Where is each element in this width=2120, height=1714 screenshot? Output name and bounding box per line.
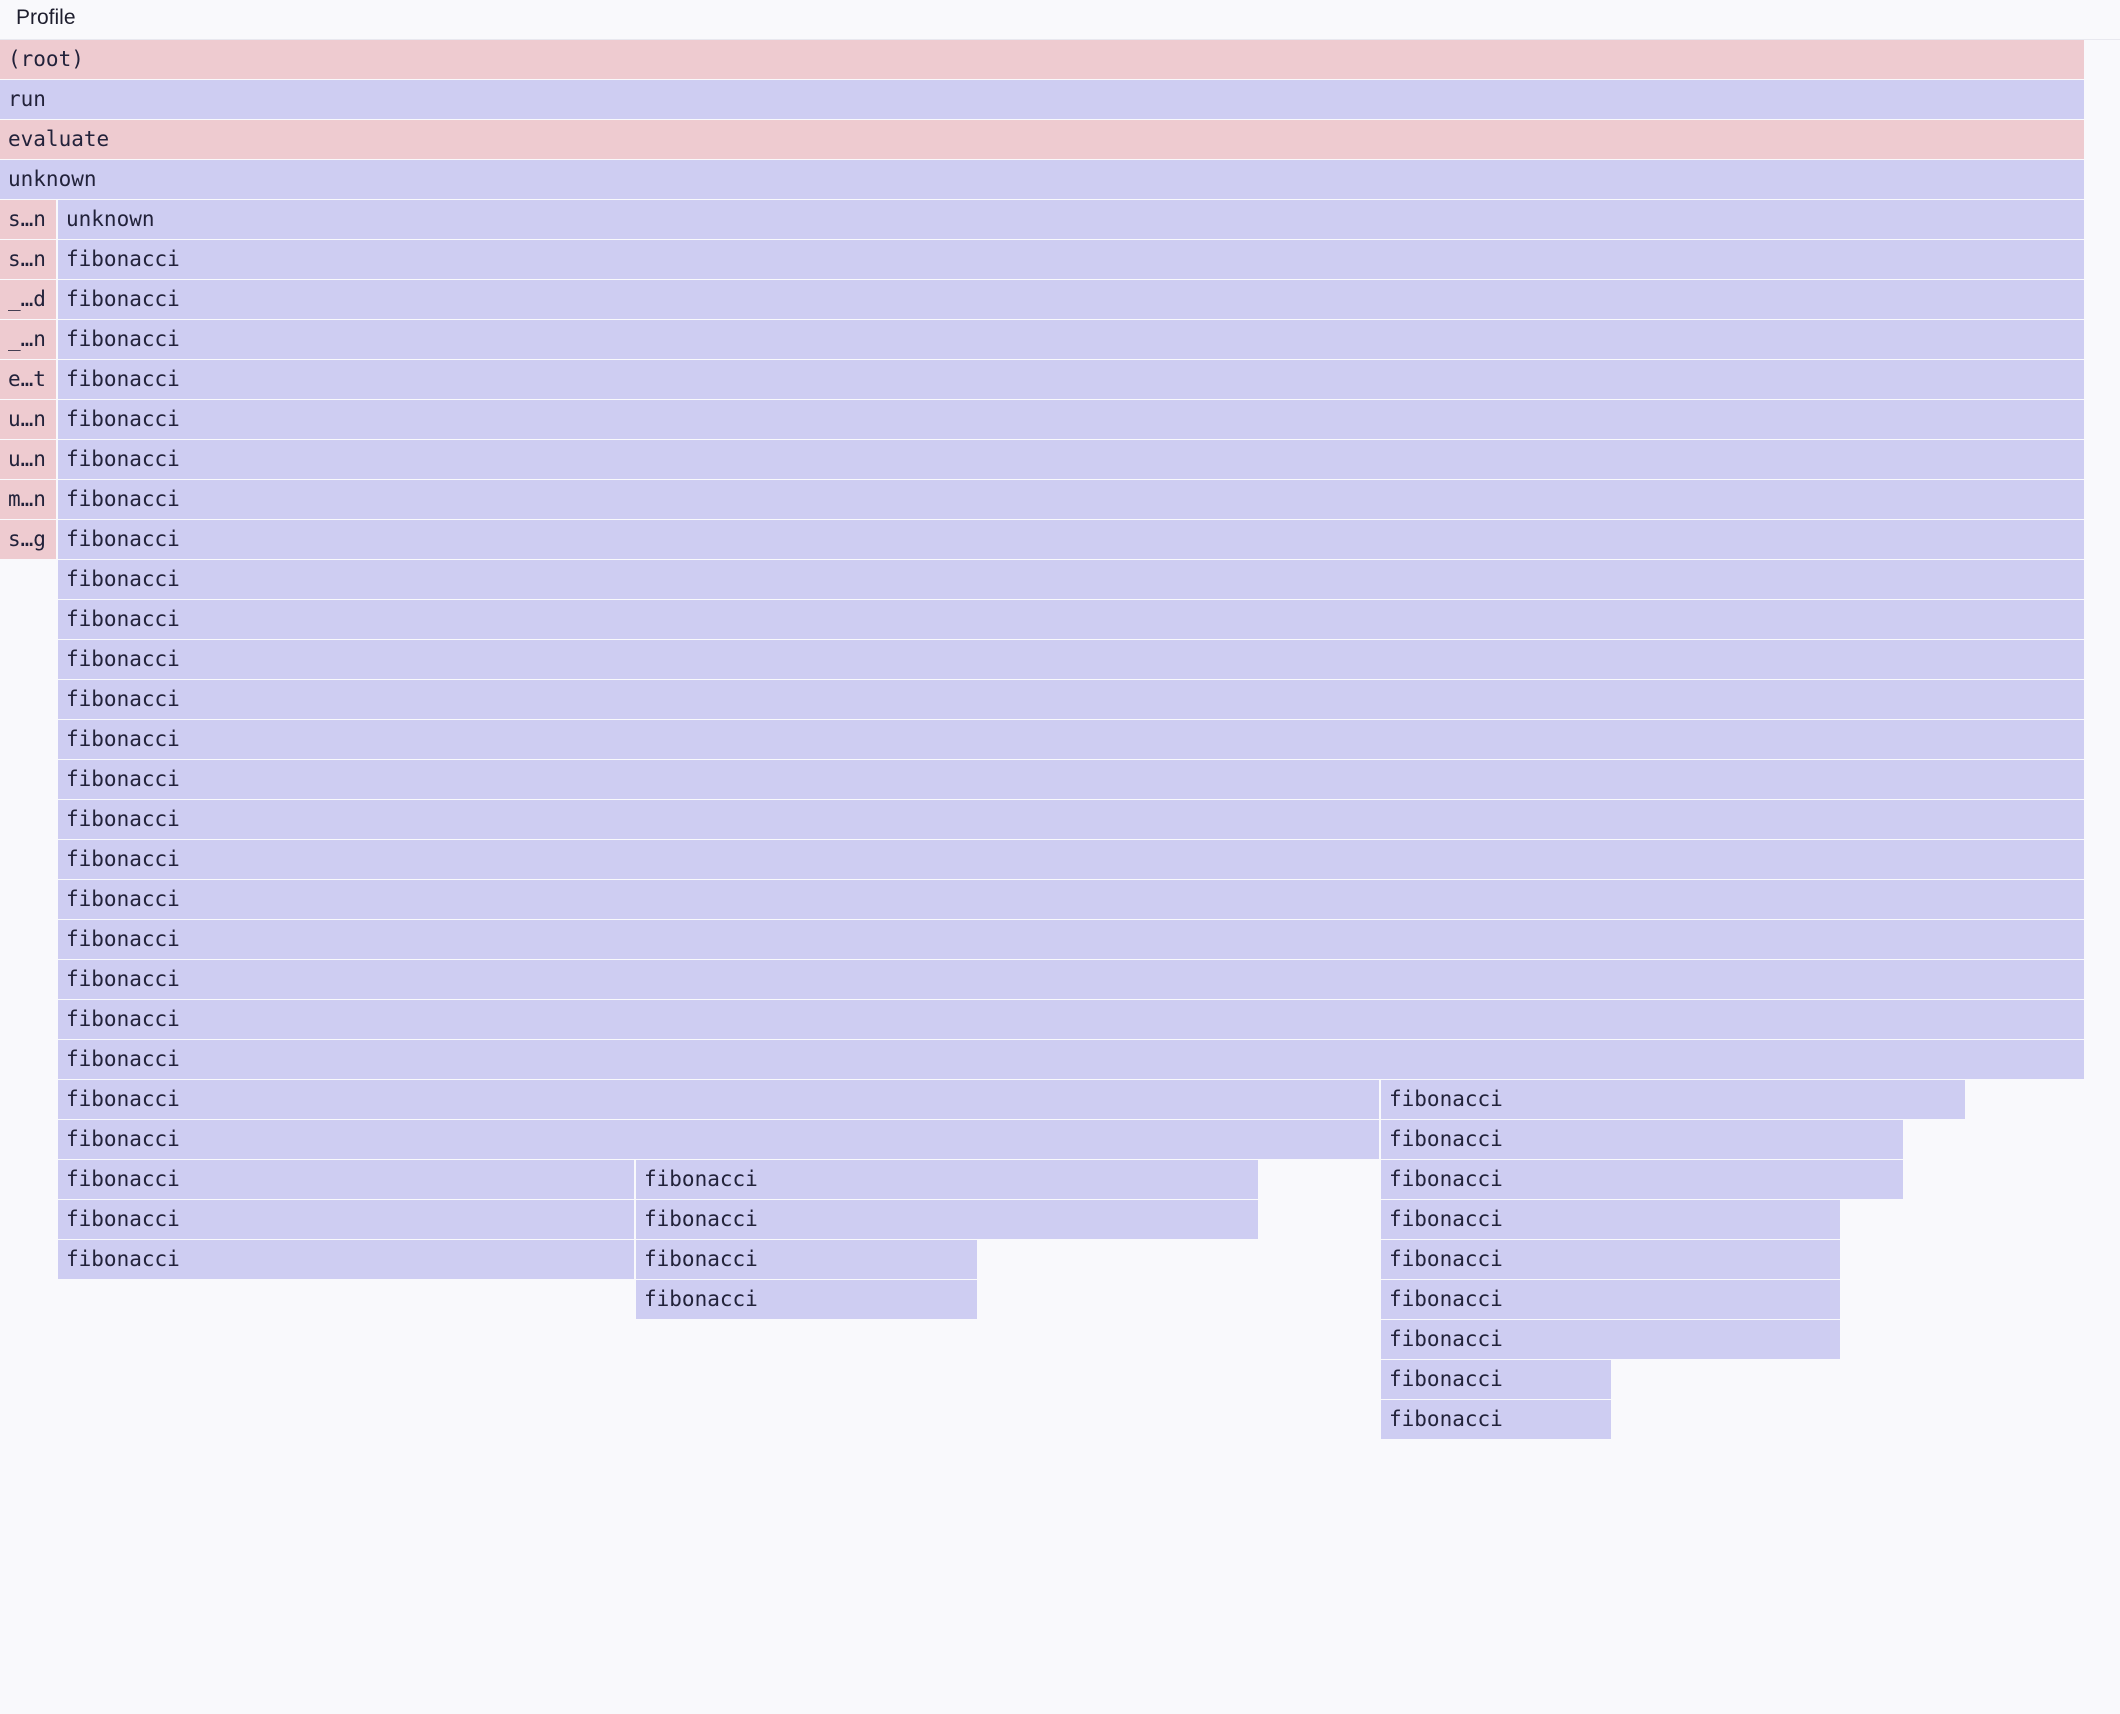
flame-frame[interactable]: fibonacci xyxy=(58,840,2084,879)
flame-frame[interactable]: fibonacci xyxy=(58,640,2084,679)
flame-frame[interactable]: s…n xyxy=(0,200,56,239)
flame-frame[interactable]: fibonacci xyxy=(58,280,2084,319)
flame-frame[interactable]: evaluate xyxy=(0,120,2084,159)
flame-frame[interactable]: fibonacci xyxy=(1381,1360,1611,1399)
flame-frame[interactable]: fibonacci xyxy=(1381,1080,1965,1119)
flame-frame[interactable]: fibonacci xyxy=(1381,1400,1611,1439)
flame-frame[interactable]: fibonacci xyxy=(1381,1240,1840,1279)
flame-frame[interactable]: fibonacci xyxy=(1381,1200,1840,1239)
flame-frame[interactable]: u…n xyxy=(0,400,56,439)
flame-frame[interactable]: fibonacci xyxy=(636,1240,977,1279)
flame-frame[interactable]: fibonacci xyxy=(58,1200,634,1239)
flame-frame[interactable]: fibonacci xyxy=(58,440,2084,479)
flame-frame[interactable]: fibonacci xyxy=(58,680,2084,719)
flame-frame[interactable]: fibonacci xyxy=(1381,1320,1840,1359)
flame-frame[interactable]: fibonacci xyxy=(58,760,2084,799)
flame-frame[interactable]: fibonacci xyxy=(58,1080,1379,1119)
flame-frame[interactable]: fibonacci xyxy=(58,400,2084,439)
flame-frame[interactable]: fibonacci xyxy=(636,1200,1258,1239)
flame-frame[interactable]: fibonacci xyxy=(58,720,2084,759)
flame-frame[interactable]: fibonacci xyxy=(58,1040,2084,1079)
flame-frame[interactable]: run xyxy=(0,80,2084,119)
flame-frame[interactable]: fibonacci xyxy=(58,520,2084,559)
flame-frame[interactable]: unknown xyxy=(58,200,2084,239)
flame-frame[interactable]: fibonacci xyxy=(636,1280,977,1319)
flame-frame[interactable]: fibonacci xyxy=(58,960,2084,999)
flame-frame[interactable]: m…n xyxy=(0,480,56,519)
flame-frame[interactable]: fibonacci xyxy=(58,480,2084,519)
flame-frame[interactable]: fibonacci xyxy=(58,1120,1379,1159)
flame-frame[interactable]: _…d xyxy=(0,280,56,319)
flame-frame[interactable]: s…n xyxy=(0,240,56,279)
flame-frame[interactable]: fibonacci xyxy=(58,1160,634,1199)
flame-frame[interactable]: fibonacci xyxy=(58,560,2084,599)
flame-frame[interactable]: fibonacci xyxy=(58,360,2084,399)
flame-frame[interactable]: unknown xyxy=(0,160,2084,199)
flame-frame[interactable]: e…t xyxy=(0,360,56,399)
flame-frame[interactable]: fibonacci xyxy=(1381,1160,1903,1199)
flame-frame[interactable]: fibonacci xyxy=(1381,1120,1903,1159)
flame-frame[interactable]: fibonacci xyxy=(58,920,2084,959)
flame-frame[interactable]: fibonacci xyxy=(58,1240,634,1279)
flame-frame[interactable]: fibonacci xyxy=(58,1000,2084,1039)
flame-frame[interactable]: fibonacci xyxy=(58,240,2084,279)
flame-frame[interactable]: fibonacci xyxy=(636,1160,1258,1199)
profile-header: Profile xyxy=(0,0,2120,40)
page-title: Profile xyxy=(16,6,76,29)
flame-frame[interactable]: fibonacci xyxy=(58,320,2084,359)
flame-frame[interactable]: _…n xyxy=(0,320,56,359)
flame-frame[interactable]: (root) xyxy=(0,40,2084,79)
flame-frame[interactable]: fibonacci xyxy=(58,600,2084,639)
flame-frame[interactable]: fibonacci xyxy=(1381,1280,1840,1319)
flame-frame[interactable]: s…g xyxy=(0,520,56,559)
flame-frame[interactable]: u…n xyxy=(0,440,56,479)
flame-frame[interactable]: fibonacci xyxy=(58,880,2084,919)
flame-frame[interactable]: fibonacci xyxy=(58,800,2084,839)
